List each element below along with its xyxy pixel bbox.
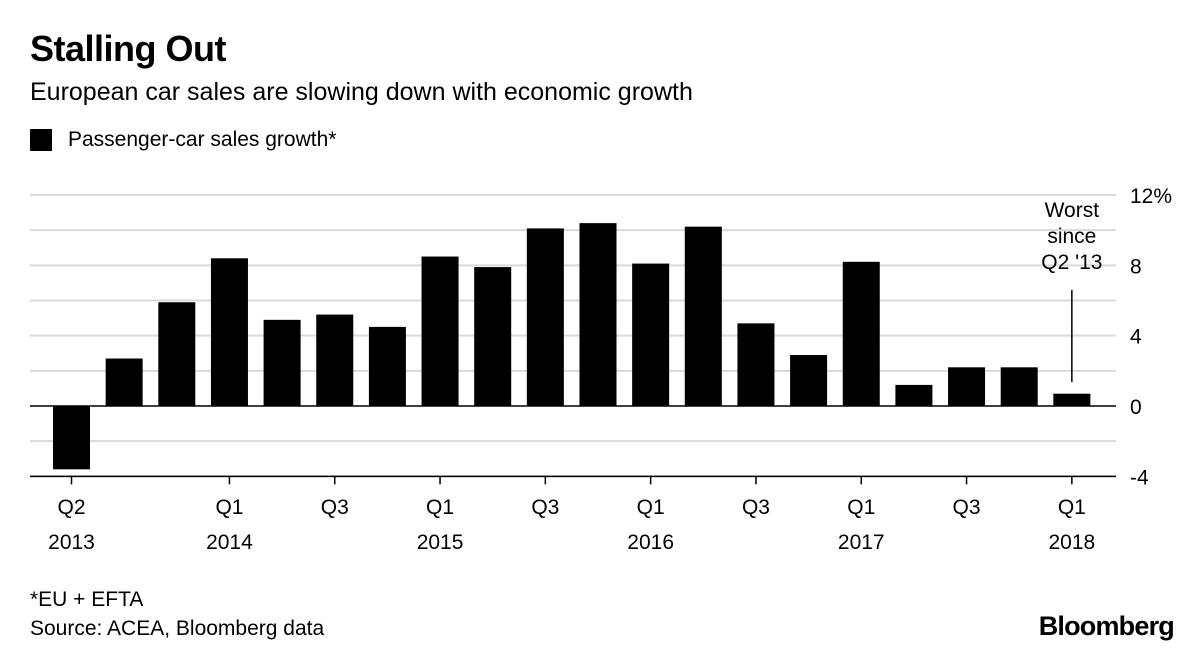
bar	[210, 258, 248, 406]
bar	[895, 384, 933, 406]
y-tick-label: 4	[1130, 326, 1142, 349]
bar	[474, 267, 512, 406]
x-tick-year: 2017	[838, 531, 885, 554]
chart-subtitle: European car sales are slowing down with…	[30, 78, 693, 106]
annotation-text: Worst	[1045, 199, 1100, 222]
x-tick-label: Q1	[637, 496, 665, 519]
bar	[263, 319, 301, 406]
bar	[526, 228, 564, 406]
bar	[948, 367, 986, 406]
bar	[737, 323, 775, 406]
x-tick-year: 2016	[627, 531, 674, 554]
x-tick-label: Q3	[742, 496, 770, 519]
bar	[579, 223, 617, 406]
bar	[842, 261, 880, 406]
legend: Passenger-car sales growth*	[30, 128, 336, 152]
bar	[368, 326, 406, 406]
bloomberg-logo: Bloomberg	[1038, 611, 1175, 641]
y-tick-label: 0	[1130, 396, 1142, 419]
x-tick-label: Q3	[953, 496, 981, 519]
x-tick-year: 2018	[1048, 531, 1095, 554]
x-tick-label: Q1	[426, 496, 454, 519]
x-tick-year: 2015	[417, 531, 464, 554]
x-tick-year: 2013	[48, 531, 95, 554]
legend-label: Passenger-car sales growth*	[68, 128, 337, 151]
bar	[53, 406, 90, 470]
bar	[316, 314, 354, 406]
x-tick-label: Q3	[531, 496, 559, 519]
y-tick-label: 8	[1130, 255, 1142, 278]
bar	[1053, 393, 1091, 406]
y-tick-label: 12%	[1130, 185, 1172, 208]
y-tick-label: -4	[1130, 466, 1149, 489]
annotation-text: Q2 '13	[1041, 251, 1102, 274]
x-tick-label: Q2	[57, 496, 85, 519]
footnote: *EU + EFTA	[30, 588, 144, 611]
chart-title: Stalling Out	[30, 28, 227, 69]
legend-swatch	[30, 129, 52, 151]
bar	[1000, 367, 1038, 406]
x-tick-label: Q3	[321, 496, 349, 519]
bar	[790, 355, 828, 406]
x-tick-year: 2014	[206, 531, 253, 554]
bar	[158, 302, 196, 406]
x-tick-label: Q1	[1058, 496, 1086, 519]
source-note: Source: ACEA, Bloomberg data	[30, 617, 325, 640]
x-tick-label: Q1	[215, 496, 243, 519]
annotation-text: since	[1047, 225, 1096, 248]
bar	[684, 226, 722, 406]
bar	[105, 358, 143, 406]
bar	[632, 263, 670, 406]
bar	[421, 256, 459, 406]
x-tick-label: Q1	[847, 496, 875, 519]
